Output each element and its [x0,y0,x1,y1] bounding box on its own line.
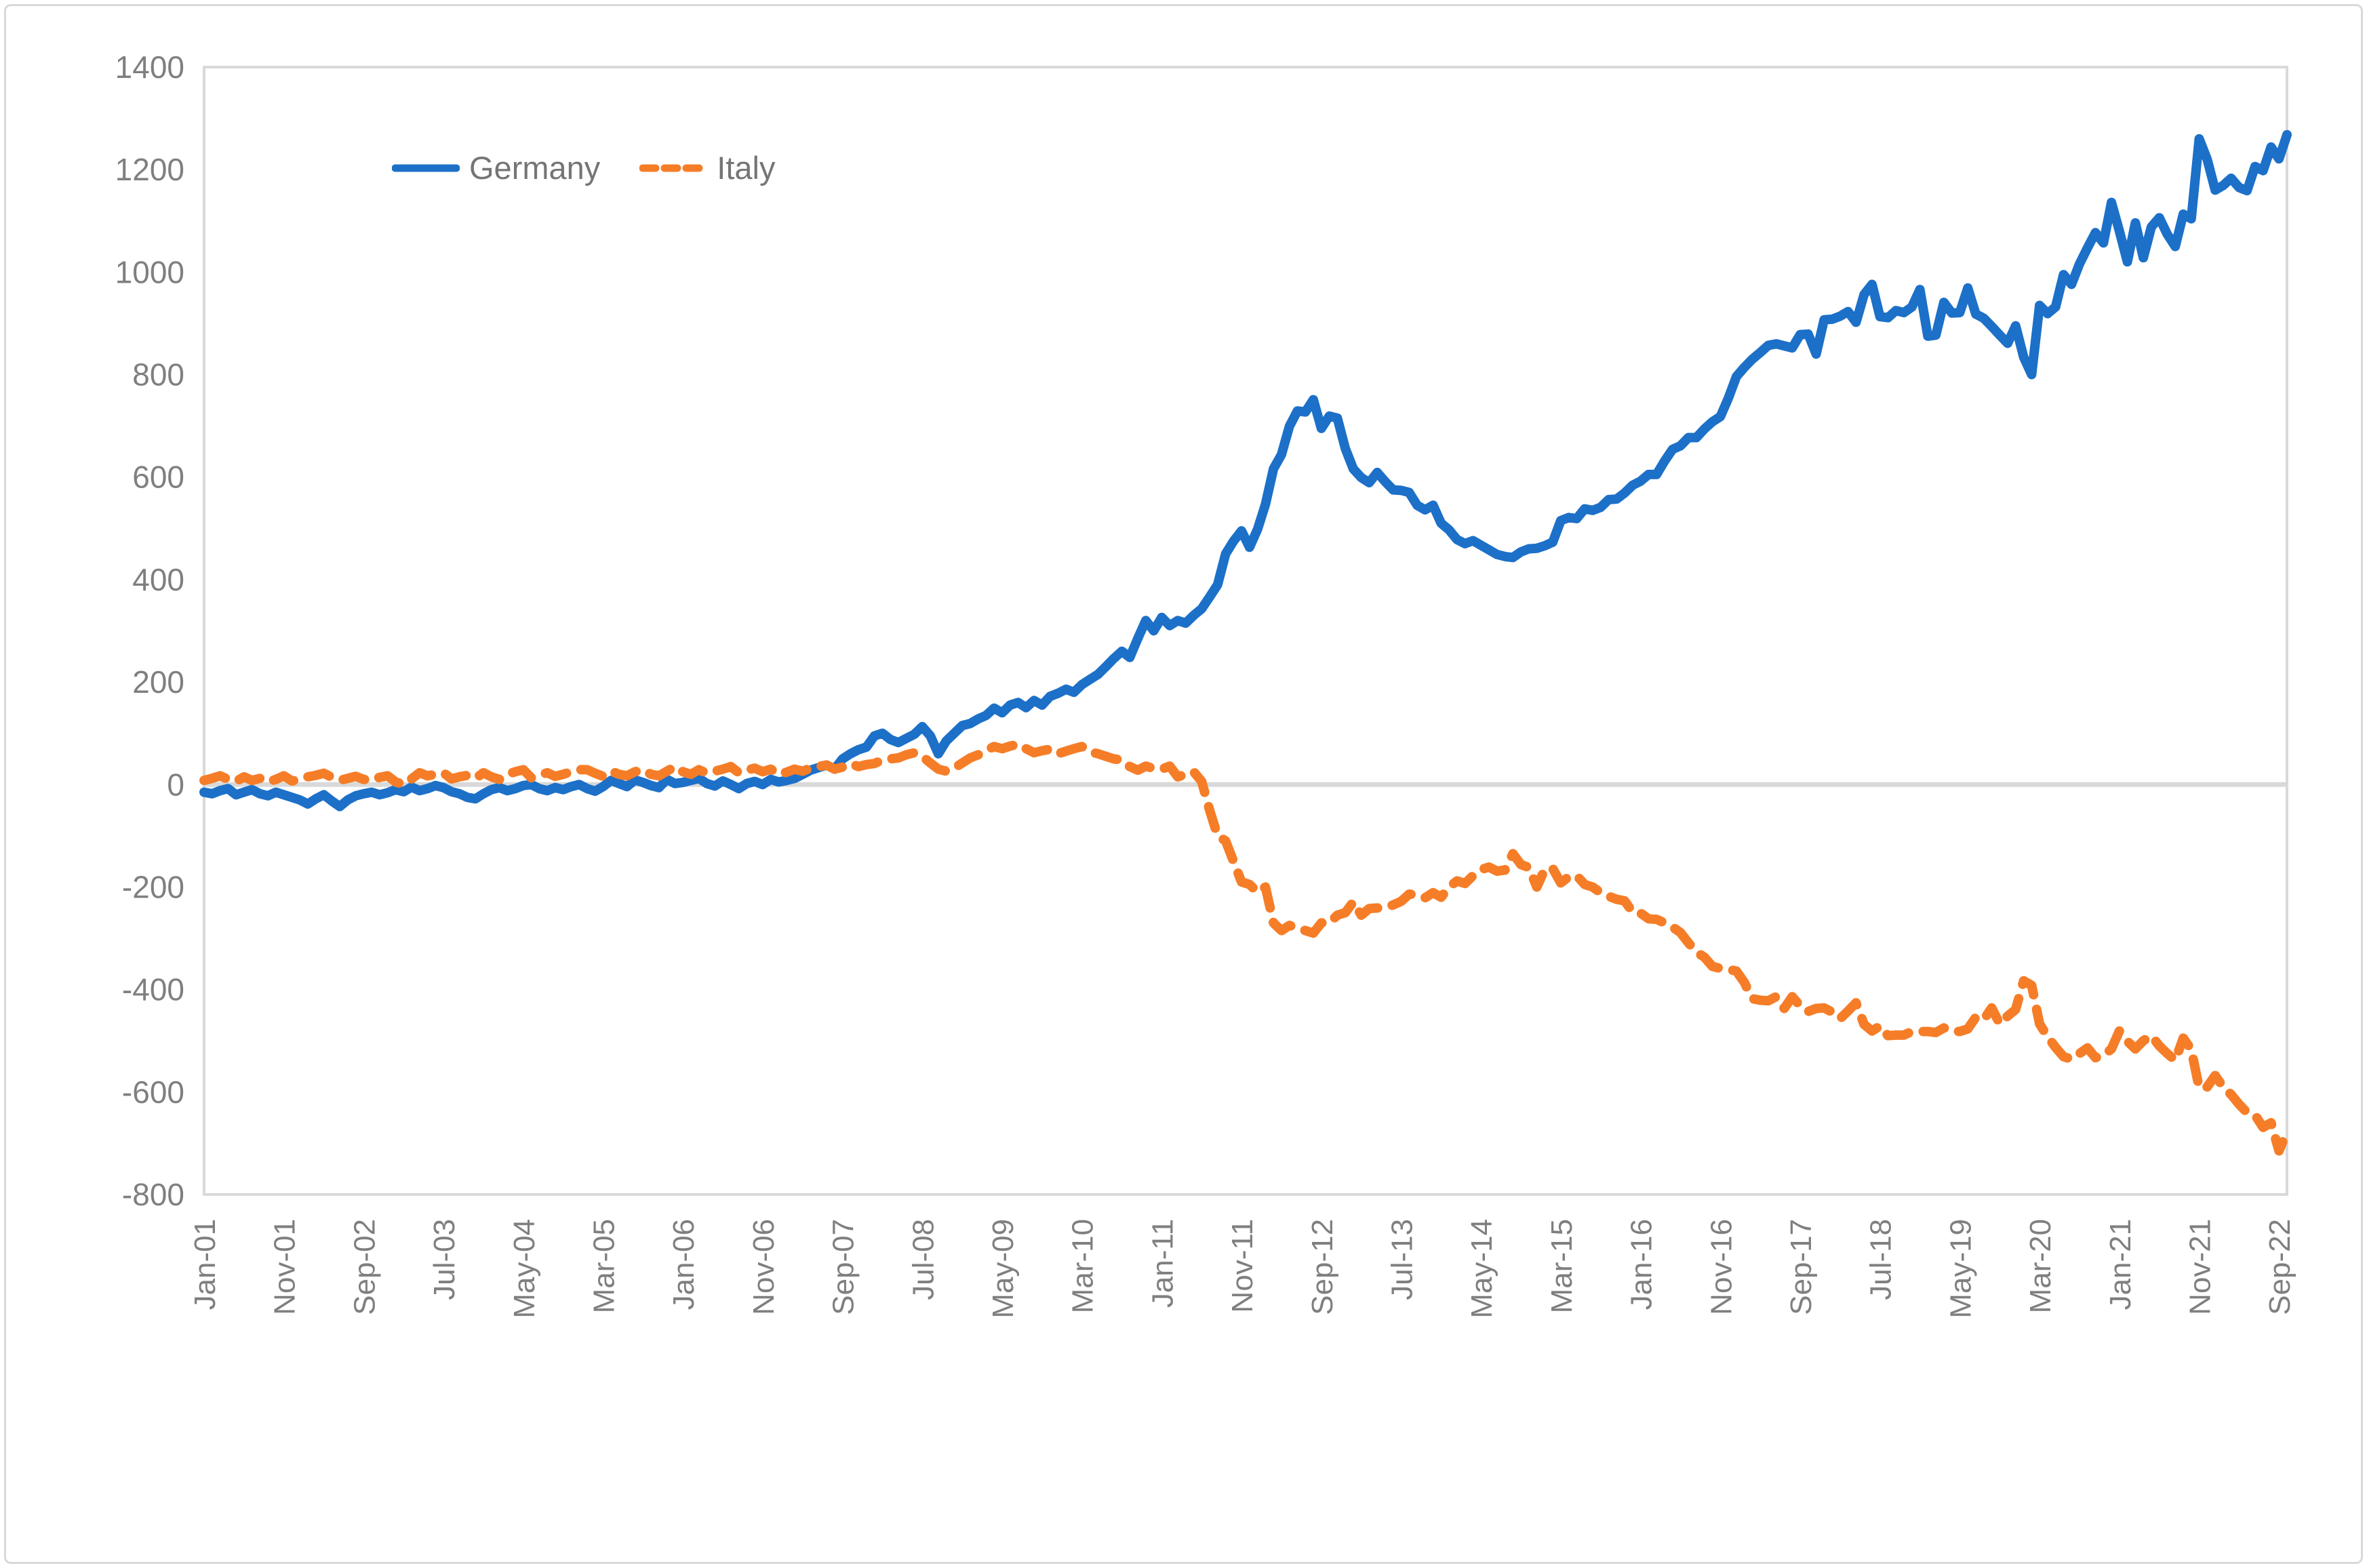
plot-area-border [203,66,2288,1196]
x-axis-tick-label: May-09 [987,1219,1020,1319]
x-axis-tick-labels: Jan-01 Nov-01 Sep-02 Jul-03 May-04 Mar-05 Jan-… [188,1219,2296,1319]
x-axis-tick-label: Sep-07 [827,1219,860,1315]
x-axis-tick-label: Mar-20 [2024,1219,2057,1313]
x-axis-tick-label: Jan-01 [188,1219,222,1310]
legend-item-italy: Italy [639,152,775,184]
y-axis-tick-label: 1200 [115,152,184,187]
x-axis-tick-label: Nov-11 [1226,1219,1259,1313]
y-axis-tick-label: 1000 [115,254,184,289]
germany-line-series [199,129,2292,811]
x-axis-tick-label: Nov-01 [268,1219,302,1315]
germany-line-swatch-icon [392,164,460,172]
germany-line [199,129,2292,811]
y-axis-tick-labels: 1400 1200 1000 800 600 400 200 0 -200 -400 -600 -80… [115,49,184,1212]
italy-dashed-swatch-icon [639,164,708,172]
y-axis-tick-label: 200 [132,664,184,700]
x-axis-tick-label: Nov-16 [1705,1219,1738,1315]
x-axis-tick-label: Nov-21 [2184,1219,2217,1315]
y-axis-tick-label: -800 [122,1177,184,1212]
x-axis-tick-label: Sep-17 [1785,1219,1818,1315]
x-axis-tick-label: Jan-16 [1625,1219,1658,1310]
legend-label-germany: Germany [469,150,601,186]
x-axis-tick-label: Jan-06 [667,1219,700,1310]
y-axis-tick-label: -400 [122,972,184,1007]
legend-item-germany: Germany [392,152,600,184]
y-axis-tick-label: 600 [132,460,184,495]
x-axis-tick-label: Jul-13 [1386,1219,1419,1300]
x-axis-tick-label: Mar-10 [1067,1219,1100,1313]
x-axis-tick-label: Sep-02 [348,1219,381,1315]
y-axis-tick-label: 800 [132,357,184,393]
x-axis-tick-label: May-14 [1465,1219,1498,1319]
x-axis-tick-label: Jan-21 [2104,1219,2137,1310]
x-axis-tick-label: May-19 [1944,1219,1977,1319]
italy-line [199,739,2292,1156]
legend: Germany Italy [392,152,775,184]
x-axis-tick-label: Jul-08 [907,1219,940,1300]
y-axis-tick-label: -600 [122,1074,184,1110]
italy-line-series [199,739,2292,1156]
x-axis-tick-label: Mar-15 [1545,1219,1578,1313]
legend-label-italy: Italy [717,150,776,186]
x-axis-tick-label: Nov-06 [747,1219,780,1315]
y-axis-tick-label: 1400 [115,49,184,85]
x-axis-tick-label: Mar-05 [588,1219,621,1313]
plot-border-group [203,66,2288,1196]
y-axis-tick-label: -200 [122,869,184,904]
x-axis-tick-label: Jul-03 [428,1219,461,1300]
x-axis-tick-label: May-04 [508,1219,541,1319]
y-axis-tick-label: 0 [167,767,184,802]
y-axis-tick-label: 400 [132,562,184,597]
x-axis-tick-label: Sep-22 [2263,1219,2296,1315]
x-axis-tick-label: Jul-18 [1865,1219,1898,1300]
x-axis-tick-label: Sep-12 [1306,1219,1339,1315]
figure-border [4,4,2363,1564]
x-axis-tick-label: Jan-11 [1146,1219,1179,1308]
